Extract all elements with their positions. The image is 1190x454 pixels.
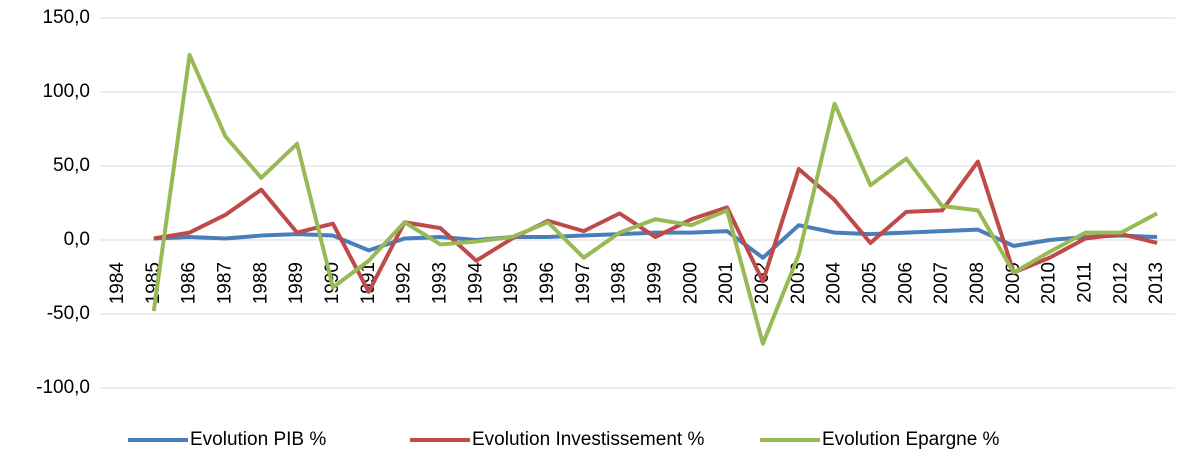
- x-tick-label: 2005: [859, 262, 880, 304]
- series-line: [153, 159, 1158, 294]
- y-tick-label: 150,0: [42, 7, 90, 28]
- x-tick-label: 1986: [179, 262, 200, 304]
- x-tick-label: 2006: [895, 262, 916, 304]
- y-tick-label: -100,0: [36, 377, 90, 398]
- legend-label: Evolution Investissement %: [472, 429, 704, 450]
- x-tick-label: 2008: [967, 262, 988, 304]
- y-tick-label: 50,0: [53, 155, 90, 176]
- y-tick-label: 0,0: [64, 229, 90, 250]
- legend-label: Evolution Epargne %: [822, 429, 1000, 450]
- x-tick-label: 1984: [107, 262, 128, 305]
- x-tick-label: 1992: [394, 262, 415, 304]
- x-tick-label: 1988: [250, 262, 271, 304]
- x-tick-label: 2010: [1039, 262, 1060, 304]
- x-tick-label: 2011: [1074, 262, 1095, 303]
- x-tick-label: 1989: [286, 262, 307, 304]
- x-tick-label: 1997: [573, 262, 594, 304]
- x-tick-label: 2013: [1146, 262, 1167, 304]
- x-tick-label: 2003: [788, 262, 809, 304]
- y-tick-label: 100,0: [42, 81, 90, 102]
- x-tick-label: 1998: [609, 262, 630, 304]
- series-line: [151, 53, 1159, 346]
- x-tick-label: 1995: [501, 262, 522, 304]
- x-tick-label: 1996: [537, 262, 558, 304]
- x-tick-label: 1987: [214, 262, 235, 304]
- x-tick-label: 1993: [429, 262, 450, 304]
- legend-label: Evolution PIB %: [190, 429, 326, 450]
- x-tick-label: 1991: [358, 262, 379, 304]
- x-tick-label: 2007: [931, 262, 952, 304]
- x-tick-label: 2004: [824, 262, 845, 305]
- x-tick-label: 2000: [680, 262, 701, 304]
- x-tick-label: 2001: [716, 262, 737, 304]
- x-tick-label: 1999: [644, 262, 665, 304]
- x-tick-label: 2012: [1110, 262, 1131, 304]
- y-tick-label: -50,0: [47, 303, 90, 324]
- x-tick-label: 1994: [465, 262, 486, 305]
